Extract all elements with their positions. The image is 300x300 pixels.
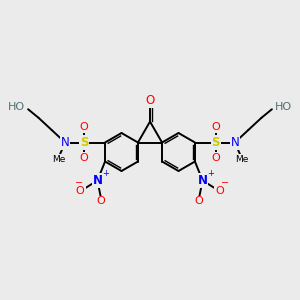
Text: N: N	[198, 174, 208, 187]
Text: HO: HO	[8, 102, 25, 112]
Text: O: O	[76, 186, 85, 196]
Text: +: +	[102, 169, 109, 178]
Text: −: −	[221, 178, 229, 188]
Text: HO: HO	[275, 102, 292, 112]
Text: Me: Me	[52, 155, 65, 164]
Text: O: O	[215, 186, 224, 196]
Text: N: N	[61, 136, 70, 149]
Text: O: O	[212, 153, 220, 163]
Text: O: O	[80, 153, 88, 163]
Text: S: S	[80, 136, 88, 149]
Text: Me: Me	[235, 155, 248, 164]
Text: O: O	[80, 122, 88, 132]
Text: N: N	[230, 136, 239, 149]
Text: −: −	[75, 178, 83, 188]
Text: S: S	[212, 136, 220, 149]
Text: O: O	[146, 94, 154, 107]
Text: O: O	[194, 196, 203, 206]
Text: +: +	[208, 169, 214, 178]
Text: O: O	[212, 122, 220, 132]
Text: O: O	[97, 196, 106, 206]
Text: N: N	[92, 174, 102, 187]
